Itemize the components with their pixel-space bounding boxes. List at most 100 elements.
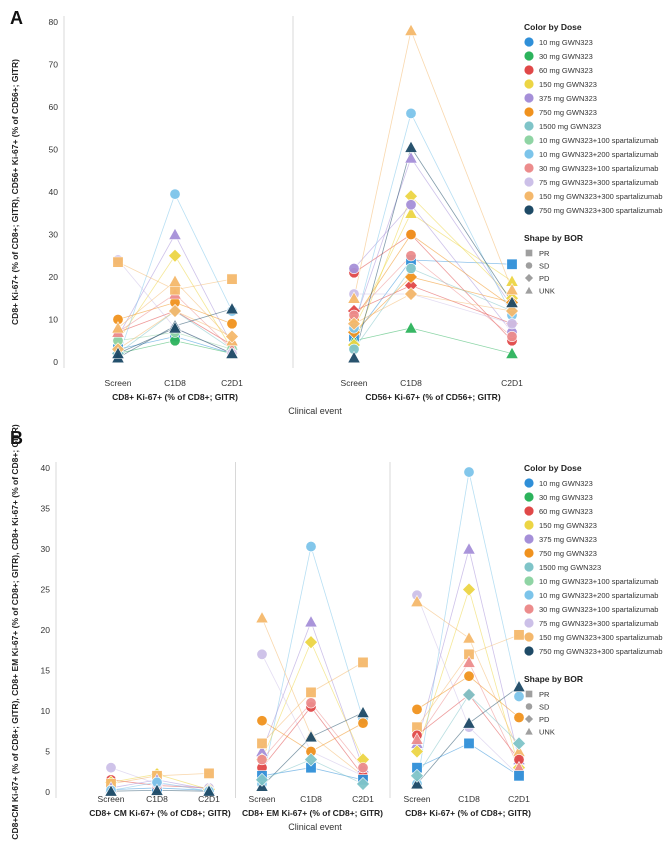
legend-dose-swatch <box>524 65 534 75</box>
data-point <box>112 256 124 268</box>
data-point <box>202 784 216 797</box>
data-point <box>304 635 318 650</box>
group-1: Screen C1D8 C2D1 CD8+ Ki-67+ (% of CD8+; GI… <box>105 16 294 402</box>
x-tick-label: C1D8 <box>164 378 186 388</box>
legend: Color by Dose 10 mg GWN323 30 mg GWN323 60 … <box>524 463 663 737</box>
x-tick-label: C1D8 <box>400 378 422 388</box>
legend-shape-label: PD <box>539 715 550 724</box>
legend-dose-swatch <box>524 618 534 628</box>
data-point <box>226 318 238 330</box>
legend-shape-label: SD <box>539 703 550 712</box>
data-point <box>357 762 369 774</box>
data-point <box>104 784 118 797</box>
data-point <box>404 206 418 219</box>
legend-dose-swatch <box>524 135 534 145</box>
legend-dose-label: 60 mg GWN323 <box>539 507 593 516</box>
legend-dose-label: 10 mg GWN323+200 spartalizumab <box>539 150 658 159</box>
legend-dose-swatch <box>524 548 534 558</box>
data-point <box>348 262 360 274</box>
legend-dose-swatch <box>524 520 534 530</box>
data-point <box>506 318 518 330</box>
data-point <box>304 730 318 743</box>
data-point <box>305 686 317 698</box>
legend-shape-swatch <box>524 714 534 724</box>
legend-shape-swatch <box>525 261 533 270</box>
legend-shape-label: UNK <box>539 287 555 296</box>
data-point <box>512 736 526 751</box>
data-point <box>225 329 239 344</box>
legend-dose-label: 10 mg GWN323 <box>539 479 593 488</box>
y-tick-label: 25 <box>41 585 51 595</box>
data-point <box>304 615 318 628</box>
y-tick-label: 20 <box>49 272 59 282</box>
group-1: Screen C1D8 C2D1 CD8+ CM Ki-67+ (% of CD8+;… <box>89 462 236 818</box>
x-tick-label: C2D1 <box>501 378 523 388</box>
legend-dose-swatch <box>524 149 534 159</box>
data-point <box>462 716 476 729</box>
legend-dose-swatch <box>524 79 534 89</box>
legend: Color by Dose 10 mg GWN323 30 mg GWN323 60 … <box>524 22 663 296</box>
x-tick-label: Screen <box>404 794 431 804</box>
data-point <box>404 287 418 301</box>
data-point <box>357 717 369 729</box>
legend-shape-swatch <box>524 273 534 283</box>
data-point <box>463 737 475 749</box>
legend-dose-label: 150 mg GWN323+300 spartalizumab <box>539 192 663 201</box>
legend-dose-label: 10 mg GWN323+100 spartalizumab <box>539 577 658 586</box>
data-point <box>410 777 424 790</box>
data-point <box>168 227 182 240</box>
data-point <box>305 697 317 709</box>
legend-dose-label: 30 mg GWN323+100 spartalizumab <box>539 164 658 173</box>
data-point <box>404 270 418 284</box>
legend-shape-label: UNK <box>539 728 555 737</box>
data-point <box>405 107 417 119</box>
x-axis-label: Clinical event <box>288 822 342 832</box>
data-point <box>256 754 268 766</box>
y-tick-label: 40 <box>49 187 59 197</box>
data-point <box>505 295 519 308</box>
x-tick-label: C2D1 <box>508 794 530 804</box>
legend-dose-swatch <box>524 534 534 544</box>
series-line <box>416 471 520 784</box>
legend-shape-label: PR <box>539 249 550 258</box>
legend-dose-label: 750 mg GWN323 <box>539 108 597 117</box>
legend-dose-label: 75 mg GWN323+300 spartalizumab <box>539 178 658 187</box>
data-point <box>404 151 418 164</box>
legend-shape-label: PR <box>539 690 550 699</box>
y-tick-label: 5 <box>45 747 50 757</box>
legend-dose-label: 10 mg GWN323 <box>539 38 593 47</box>
data-point <box>225 302 239 315</box>
legend-dose-label: 30 mg GWN323 <box>539 493 593 502</box>
legend-shape-swatch <box>524 285 534 295</box>
series-line <box>353 327 513 354</box>
legend-dose-label: 150 mg GWN323+300 spartalizumab <box>539 633 663 642</box>
legend-shape-label: PD <box>539 274 550 283</box>
data-point <box>506 330 518 342</box>
data-point <box>255 610 269 624</box>
data-point <box>506 258 518 270</box>
legend-dose-swatch <box>524 632 534 642</box>
data-point <box>410 744 424 759</box>
data-point <box>226 273 238 285</box>
series-line <box>353 112 513 329</box>
legend-dose-label: 375 mg GWN323 <box>539 94 597 103</box>
data-point <box>169 188 181 200</box>
legend-title-shape: Shape by BOR <box>524 674 583 684</box>
y-tick-label: 80 <box>49 17 59 27</box>
data-point <box>168 274 182 287</box>
y-tick-label: 30 <box>49 230 59 240</box>
data-point <box>462 655 476 668</box>
data-point <box>168 321 182 334</box>
y-tick-label: 50 <box>49 145 59 155</box>
data-point <box>105 762 117 774</box>
panel-B: B 0 5 10 15 20 25 30 35 40 CD8+CM Ki-67+ (% of CD8… <box>10 424 663 840</box>
panel-label: B <box>10 428 23 448</box>
legend-shape-swatch <box>525 690 533 698</box>
data-point <box>513 770 525 782</box>
data-point <box>304 752 318 767</box>
data-point <box>462 631 476 644</box>
panel-label: A <box>10 8 23 28</box>
legend-dose-swatch <box>524 121 534 131</box>
y-tick-label: 10 <box>41 706 51 716</box>
